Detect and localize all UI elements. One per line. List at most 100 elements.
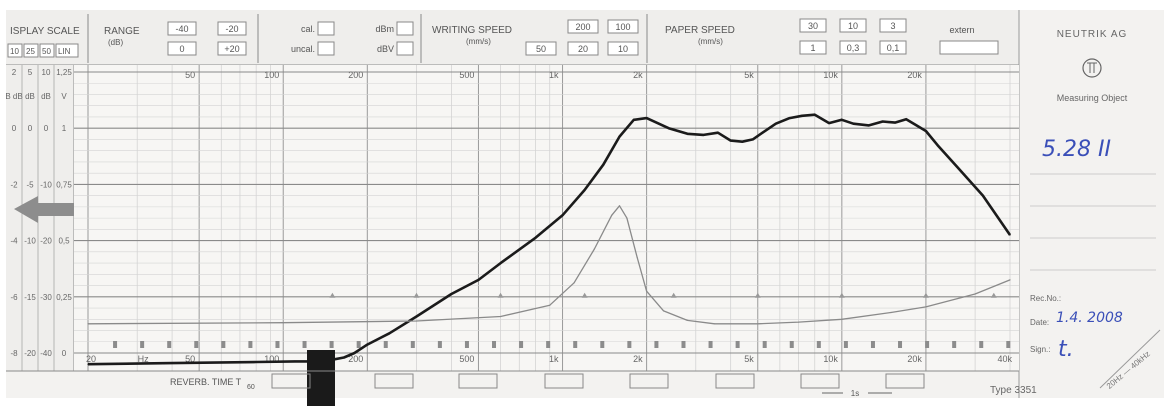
series-point-2 bbox=[549, 304, 551, 306]
marker-tick bbox=[870, 341, 875, 348]
plot-area: 50 100 200 500 1k 2k 5k 10k 20k 20 Hz 50 100 200 500 1k… bbox=[74, 65, 1019, 406]
marker-tick bbox=[140, 341, 145, 348]
series-point-1 bbox=[761, 132, 764, 134]
x-tick-label-top: 2k bbox=[633, 70, 643, 80]
marker-tick bbox=[843, 341, 848, 348]
marker-tick bbox=[248, 341, 253, 348]
writing-speed-label: WRITING SPEED bbox=[432, 25, 512, 36]
writing-speed-50: 50 bbox=[536, 44, 546, 54]
scale-column-value: -10 bbox=[40, 180, 52, 189]
measuring-object-value: 5.28 II bbox=[1042, 137, 1111, 162]
marker-tick bbox=[898, 341, 903, 348]
marker-tick bbox=[952, 341, 957, 348]
uncal-checkbox bbox=[317, 41, 335, 56]
marker-tick bbox=[573, 341, 578, 348]
footer-row: REVERB. TIME T 60 1s bbox=[6, 370, 1019, 398]
marker-tick bbox=[383, 341, 388, 348]
display-scale-option: 10 bbox=[10, 47, 19, 56]
series-point-1 bbox=[925, 130, 927, 132]
series-point-2 bbox=[974, 293, 976, 295]
brand-name: NEUTRIK AG bbox=[1057, 29, 1128, 40]
paper-speed-0-3: 0,3 bbox=[847, 43, 860, 53]
scale-column-value: dB bbox=[41, 92, 51, 101]
scale-column-value: -15 bbox=[24, 293, 36, 302]
writing-speed-100: 100 bbox=[615, 22, 630, 32]
paper-speed-10: 10 bbox=[848, 21, 858, 31]
series-point-1 bbox=[415, 315, 418, 318]
marker-tick bbox=[356, 341, 361, 348]
marker-tick bbox=[167, 341, 172, 348]
scale-column-value: 0,5 bbox=[58, 237, 70, 246]
series-point-1 bbox=[841, 119, 843, 121]
series-point-1 bbox=[982, 195, 984, 197]
series-point-1 bbox=[343, 356, 345, 359]
range-box-minus40: -40 bbox=[175, 24, 188, 34]
series-line-2 bbox=[87, 205, 1011, 325]
sidebar: NEUTRIK AG Measuring Object 5.28 II Rec.… bbox=[990, 29, 1161, 396]
x-tick-label-top: 500 bbox=[459, 70, 474, 80]
scale-column-value: 0 bbox=[12, 124, 17, 133]
series-point-2 bbox=[573, 282, 575, 284]
series-point-1 bbox=[602, 164, 604, 166]
date-label: Date: bbox=[1030, 318, 1049, 327]
dbm-label: dBm bbox=[375, 24, 394, 34]
sign-value: t. bbox=[1058, 337, 1074, 362]
marker-tick bbox=[600, 341, 605, 348]
scale-column-value: -20 bbox=[24, 349, 36, 358]
scale-column-value: 1 bbox=[62, 124, 67, 133]
scale-column-value: -4 bbox=[10, 237, 18, 246]
display-scale-option: 50 bbox=[42, 47, 51, 56]
series-point-2 bbox=[663, 310, 665, 312]
marker-tick bbox=[816, 341, 821, 348]
marker-triangle bbox=[754, 292, 761, 298]
marker-tick bbox=[627, 341, 632, 348]
x-tick-label-bottom: 2k bbox=[633, 354, 643, 364]
series-point-2 bbox=[282, 322, 284, 324]
scale-column-value: -20 bbox=[40, 237, 52, 246]
one-second-label: 1s bbox=[851, 389, 859, 398]
marker-tick bbox=[654, 341, 659, 348]
series-point-1 bbox=[775, 123, 777, 125]
marker-tick bbox=[925, 341, 930, 348]
x-tick-label-bottom: 10k bbox=[823, 354, 838, 364]
marker-tick bbox=[410, 341, 415, 348]
dbv-label: dBV bbox=[377, 44, 394, 54]
series-point-1 bbox=[936, 144, 939, 146]
series-point-1 bbox=[584, 189, 586, 191]
marker-tick bbox=[735, 341, 740, 348]
marker-tick bbox=[708, 341, 713, 348]
series-point-2 bbox=[611, 214, 613, 216]
uncal-label: uncal. bbox=[291, 44, 315, 54]
x-tick-label-top: 1k bbox=[549, 70, 559, 80]
scale-column-unit: 2 bbox=[12, 68, 17, 77]
series-point-1 bbox=[894, 122, 896, 124]
series-point-1 bbox=[500, 262, 502, 264]
marker-triangle bbox=[990, 292, 997, 298]
scale-column-value: -8 bbox=[10, 349, 18, 358]
measuring-object-label: Measuring Object bbox=[1057, 93, 1128, 103]
dbm-checkbox bbox=[396, 21, 414, 36]
series-point-1 bbox=[255, 361, 257, 363]
scale-column-value: -30 bbox=[40, 293, 52, 302]
marker-tick bbox=[519, 341, 524, 348]
scale-column-value: 0 bbox=[62, 349, 67, 358]
series-point-2 bbox=[87, 323, 89, 325]
series-point-1 bbox=[717, 132, 719, 134]
reverb-time-sub: 60 bbox=[247, 384, 255, 391]
x-tick-label-top: 200 bbox=[348, 70, 363, 80]
x-tick-label-bottom: 5k bbox=[744, 354, 754, 364]
x-tick-label-bottom: 20k bbox=[907, 354, 922, 364]
series-point-2 bbox=[646, 290, 648, 292]
series-point-1 bbox=[957, 166, 959, 169]
series-point-1 bbox=[1009, 234, 1011, 236]
reverb-box bbox=[800, 373, 840, 389]
series-point-2 bbox=[686, 319, 689, 321]
series-point-1 bbox=[730, 140, 732, 142]
x-tick-label-bottom: 1k bbox=[549, 354, 559, 364]
series-point-1 bbox=[852, 123, 855, 125]
cal-checkbox bbox=[317, 21, 335, 36]
reverb-box bbox=[544, 373, 584, 389]
scale-column-value: -6 bbox=[10, 293, 18, 302]
series-point-1 bbox=[905, 118, 907, 120]
x-tick-label-bottom: 100 bbox=[264, 354, 279, 364]
